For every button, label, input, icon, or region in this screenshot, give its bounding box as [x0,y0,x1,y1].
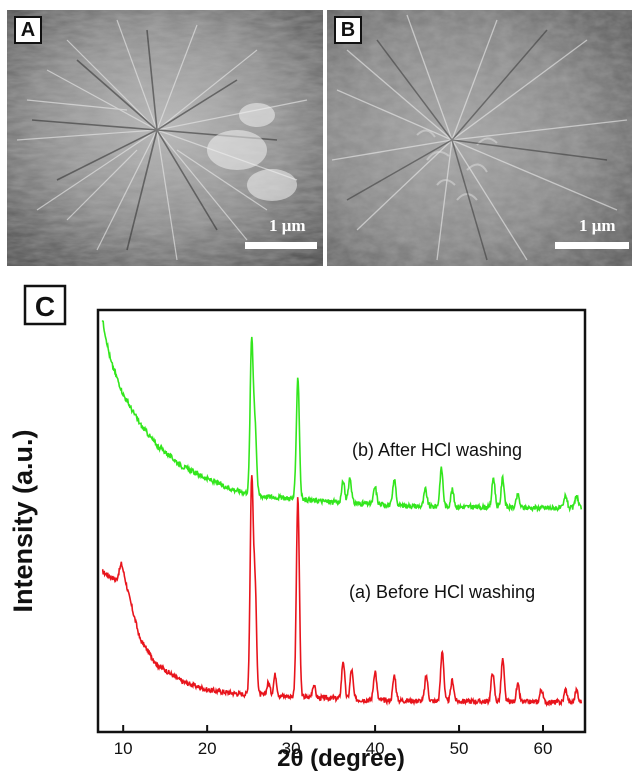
x-axis: 10 20 30 40 50 60 [114,725,553,758]
x-tick-label: 40 [366,739,385,758]
scale-bar-label-b: 1 μm [579,216,616,235]
sem-image-a: A 1 μm [7,10,323,266]
series-line-before-hcl [101,475,583,708]
x-tick-label: 10 [114,739,133,758]
panel-label-b: B [334,16,362,44]
x-tick-label: 60 [534,739,553,758]
series-line-after-hcl [101,319,583,513]
x-tick-label: 20 [198,739,217,758]
sem-image-b: B 1 μm [327,10,632,266]
scale-bar-a [245,242,317,249]
panel-label-a: A [14,16,42,44]
sem-image-b-texture [327,10,632,266]
x-axis-label: 2θ (degree) [277,745,405,772]
series-layer [101,319,583,708]
series-label-b: (b) After HCl washing [352,440,522,460]
panel-label-c-box: C [23,284,67,326]
xrd-chart: C 10 20 30 40 50 60 Intensity (a.u.) 2θ (degr… [8,284,587,772]
panel-label-c: C [35,291,55,322]
x-tick-label: 30 [282,739,301,758]
plot-frame [96,308,587,734]
scale-bar-b [555,242,629,249]
series-label-a: (a) Before HCl washing [349,582,535,602]
sem-image-a-texture [7,10,323,266]
scale-bar-label-a: 1 μm [269,216,306,235]
y-axis-label: Intensity (a.u.) [8,429,38,612]
x-tick-label: 50 [450,739,469,758]
